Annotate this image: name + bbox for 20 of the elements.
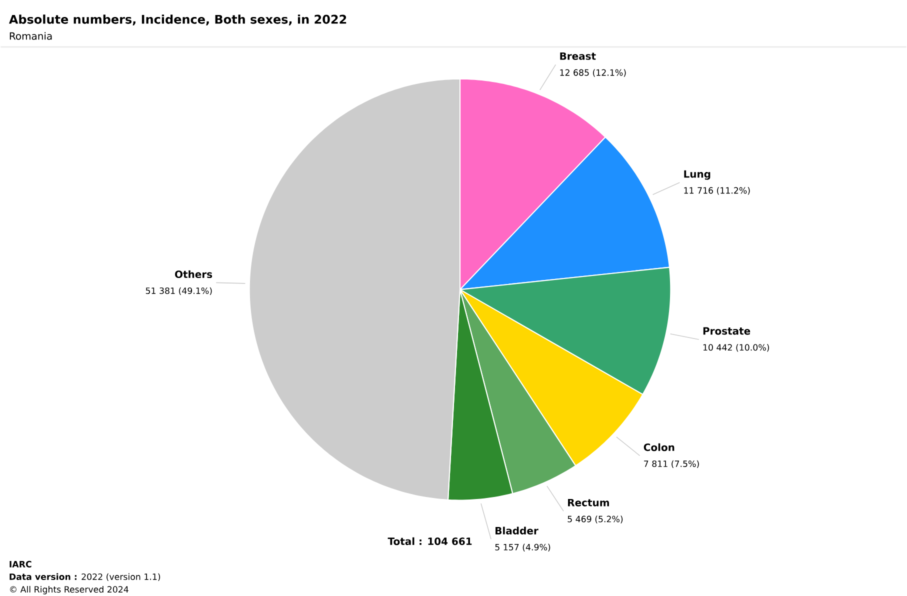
data-label: 10 442 (10.0%) bbox=[703, 344, 769, 352]
slice-label: Rectum bbox=[568, 498, 609, 506]
slice-label: Prostate bbox=[703, 327, 750, 335]
text: Data version : 2022 (version 1.1) bbox=[10, 573, 160, 581]
slice-label: Lung bbox=[684, 170, 710, 180]
slice-label: Breast bbox=[560, 52, 596, 60]
text: Romania bbox=[10, 32, 52, 40]
slice-label: Bladder bbox=[496, 526, 538, 534]
text: © All Rights Reserved 2024 bbox=[10, 586, 128, 594]
slice-label: Others bbox=[175, 270, 212, 278]
data-label: 11 716 (11.2%) bbox=[684, 186, 750, 195]
text: IARC bbox=[10, 560, 32, 568]
data-label: 7 811 (7.5%) bbox=[644, 460, 699, 468]
text: Total : 104 661 bbox=[388, 537, 472, 546]
data-label: 12 685 (12.1%) bbox=[560, 69, 626, 77]
data-label: 5 469 (5.2%) bbox=[568, 516, 623, 524]
slice-label: Colon bbox=[644, 443, 674, 452]
data-label: 51 381 (49.1%) bbox=[146, 287, 212, 295]
chart-title: Absolute numbers, Incidence, Both sexes, in 2022 bbox=[8, 14, 346, 26]
data-label: 5 157 (4.9%) bbox=[495, 544, 550, 552]
